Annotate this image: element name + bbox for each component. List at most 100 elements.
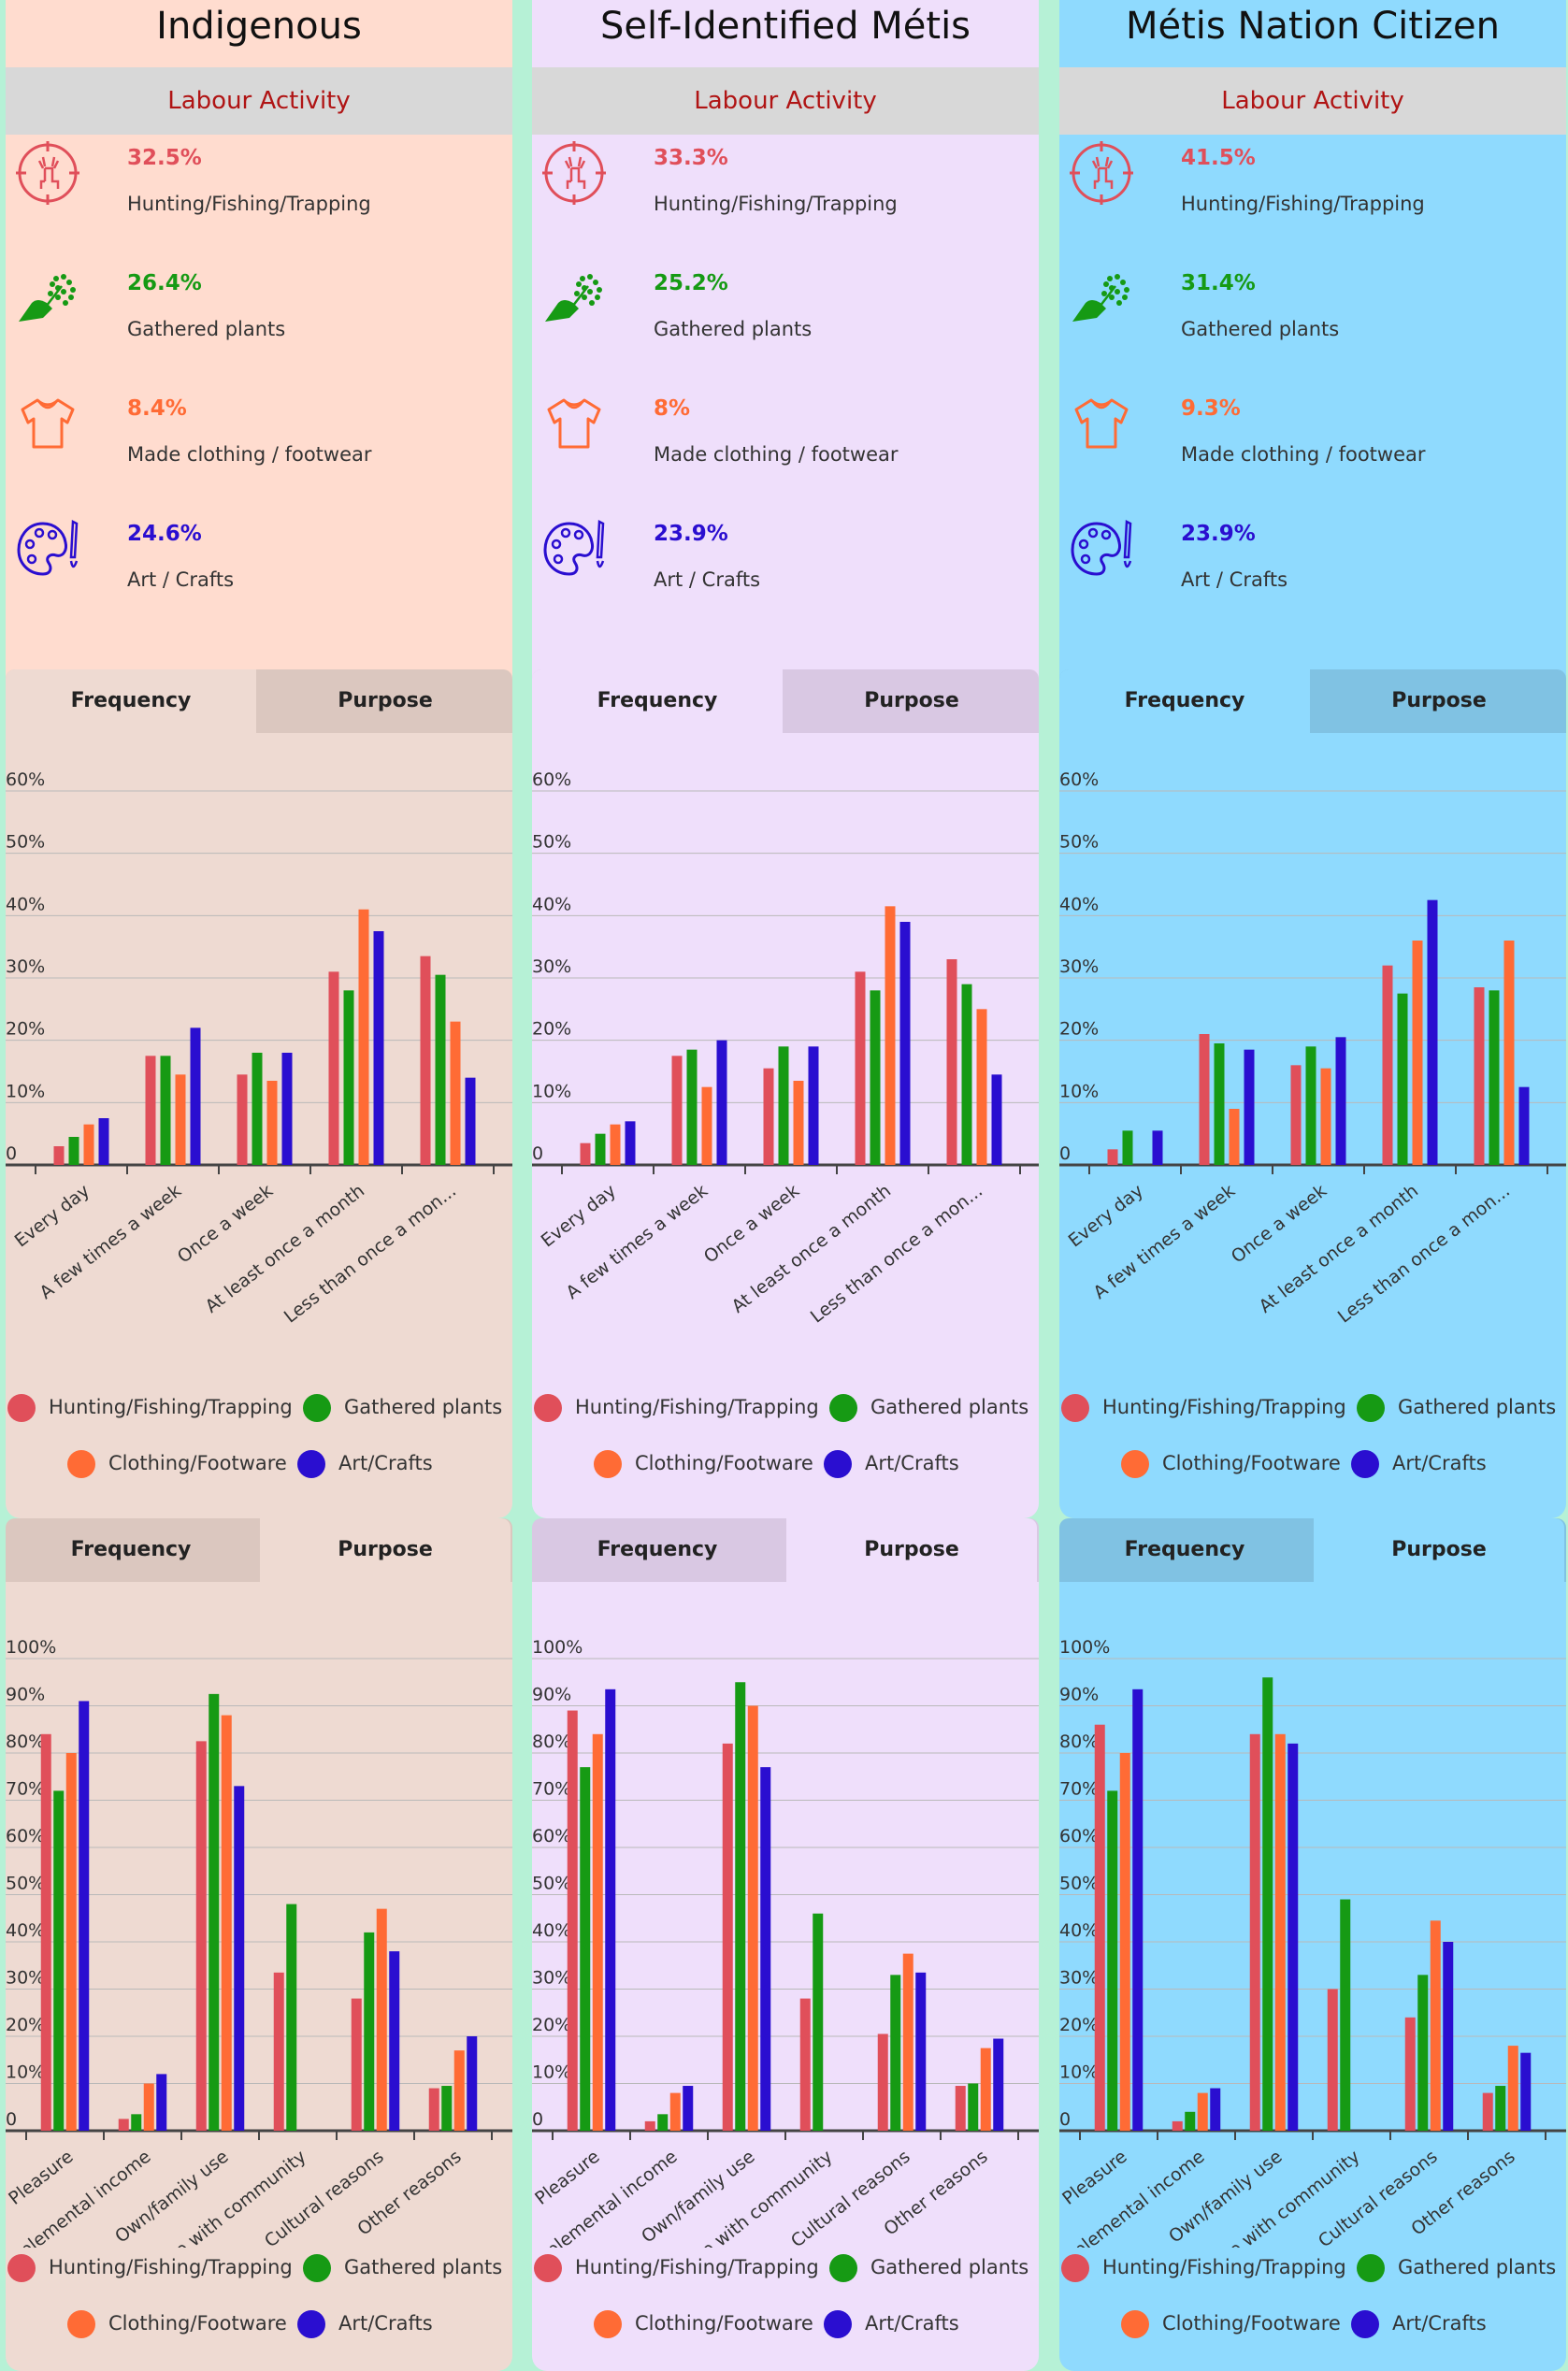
activity-row: 26.4% Gathered plants <box>6 266 512 391</box>
tab-purpose[interactable]: Purpose <box>338 689 433 712</box>
bar <box>1382 965 1393 1165</box>
purpose-chart: 0 10% 20% 30% 40% 50% 60% 70% 80% 90% 100% Pleasure… <box>1059 1518 1566 2266</box>
bar <box>915 1972 927 2131</box>
bar <box>65 1753 77 2131</box>
tab-frequency[interactable]: Frequency <box>70 1538 192 1561</box>
bar <box>1107 1790 1118 2131</box>
legend-label: Hunting/Fishing/Trapping <box>1102 2256 1346 2278</box>
y-tick-label: 90% <box>6 1685 45 1705</box>
tab-frequency[interactable]: Frequency <box>6 669 256 737</box>
y-tick-label: 60% <box>6 769 45 790</box>
bar <box>683 2086 694 2131</box>
y-tick-label: 10% <box>6 1081 45 1101</box>
bar <box>1474 987 1485 1165</box>
legend-label: Gathered plants <box>344 2256 503 2278</box>
tab-frequency[interactable]: Frequency <box>532 669 783 737</box>
legend-swatch <box>824 2310 852 2338</box>
tab-frequency[interactable]: Frequency <box>1124 1538 1245 1561</box>
activity-label: Hunting/Fishing/Trapping <box>654 193 898 215</box>
bar <box>453 2050 465 2131</box>
purpose-chart: 0 10% 20% 30% 40% 50% 60% 70% 80% 90% 100% Pleasure… <box>6 1518 512 2266</box>
bar <box>1185 2111 1196 2131</box>
tab-purpose[interactable]: Purpose <box>1391 689 1487 712</box>
legend-label: Art/Crafts <box>865 1452 959 1474</box>
legend-label: Hunting/Fishing/Trapping <box>575 2256 819 2278</box>
bar <box>1327 1989 1338 2131</box>
bar <box>1489 990 1500 1165</box>
bar <box>580 1767 591 2131</box>
tab-frequency[interactable]: Frequency <box>597 1538 718 1561</box>
chart-legend: Hunting/Fishing/Trapping Gathered plants C… <box>6 2253 512 2347</box>
bar <box>1172 2120 1183 2131</box>
bar <box>1229 1109 1240 1165</box>
activity-percentage: 8% <box>654 396 691 421</box>
bar <box>1244 1049 1255 1165</box>
activity-row: 8% Made clothing / footwear <box>532 391 1039 516</box>
activity-label: Gathered plants <box>1181 318 1340 340</box>
bar <box>1210 2088 1221 2131</box>
activity-percentage: 9.3% <box>1181 396 1241 421</box>
bar <box>465 1077 476 1165</box>
bar <box>1305 1046 1316 1165</box>
x-tick-label: Every day <box>1065 1181 1147 1252</box>
bar <box>53 1790 65 2131</box>
bar <box>968 2083 979 2131</box>
bar <box>98 1118 109 1165</box>
bar <box>1482 2092 1493 2131</box>
y-tick-label: 0 <box>1059 1143 1071 1164</box>
palette-icon <box>1069 516 1134 582</box>
activity-label: Hunting/Fishing/Trapping <box>127 193 371 215</box>
bar <box>343 990 354 1165</box>
frequency-chart: 0 10% 20% 30% 40% 50% 60% Every day A few times … <box>1059 669 1566 1343</box>
y-tick-label: 40% <box>6 1920 45 1941</box>
bar <box>855 971 866 1165</box>
hand-plant-icon-graphic <box>545 274 602 322</box>
chart-tab-bar: Frequency Purpose <box>532 1518 1039 1586</box>
legend-swatch <box>824 1450 852 1478</box>
tab-purpose[interactable]: Purpose <box>786 1518 1037 1586</box>
tab-purpose[interactable]: Purpose <box>864 689 959 712</box>
bar <box>902 1953 913 2131</box>
group-summary-panel: Indigenous Labour Activity 32.5% Hunting/Fi… <box>6 0 512 692</box>
y-tick-label: 30% <box>532 956 571 977</box>
bar <box>1197 2092 1208 2131</box>
y-tick-label: 40% <box>6 894 45 914</box>
group-summary-panel: Self-Identified Métis Labour Activity 33.3… <box>532 0 1039 692</box>
chart-tab-bar: Frequency Purpose <box>6 669 512 737</box>
bar <box>885 906 896 1165</box>
activity-row: 8.4% Made clothing / footwear <box>6 391 512 516</box>
legend-label: Clothing/Footware <box>635 1452 813 1474</box>
legend-swatch <box>1121 2310 1149 2338</box>
frequency-chart-card: Frequency Purpose 0 10% 20% 30% 40% 50% 60% Every… <box>1059 669 1566 1518</box>
bar <box>961 984 972 1165</box>
y-tick-label: 70% <box>1059 1779 1099 1800</box>
bar <box>1094 1724 1105 2131</box>
y-tick-label: 20% <box>1059 2015 1099 2035</box>
bar <box>373 931 384 1165</box>
bar <box>1249 1733 1260 2131</box>
shirt-icon <box>15 391 80 456</box>
shirt-icon <box>541 391 607 456</box>
y-tick-label: 20% <box>532 2015 571 2035</box>
legend-swatch <box>297 2310 325 2338</box>
y-tick-label: 0 <box>1059 2109 1071 2130</box>
tab-purpose[interactable]: Purpose <box>1314 1518 1564 1586</box>
bar <box>595 1133 606 1165</box>
bar <box>1274 1733 1286 2131</box>
chart-tab-bar: Frequency Purpose <box>532 669 1039 737</box>
bar <box>1404 2017 1416 2131</box>
y-tick-label: 40% <box>1059 1920 1099 1941</box>
tab-frequency[interactable]: Frequency <box>1059 669 1310 737</box>
bar-chart-svg: 0 10% 20% 30% 40% 50% 60% 70% 80% 90% 100% Pleasure… <box>6 1637 512 2248</box>
y-tick-label: 30% <box>6 1968 45 1989</box>
bar <box>156 2074 167 2131</box>
group-column: Indigenous Labour Activity 32.5% Hunting/Fi… <box>6 0 512 2371</box>
palette-icon-graphic <box>17 520 79 576</box>
deer-target-icon-graphic <box>16 141 79 205</box>
y-tick-label: 60% <box>1059 769 1099 790</box>
bar <box>899 922 911 1165</box>
tab-purpose[interactable]: Purpose <box>260 1518 511 1586</box>
legend-swatch <box>534 2254 562 2282</box>
activity-percentage: 25.2% <box>654 271 728 295</box>
